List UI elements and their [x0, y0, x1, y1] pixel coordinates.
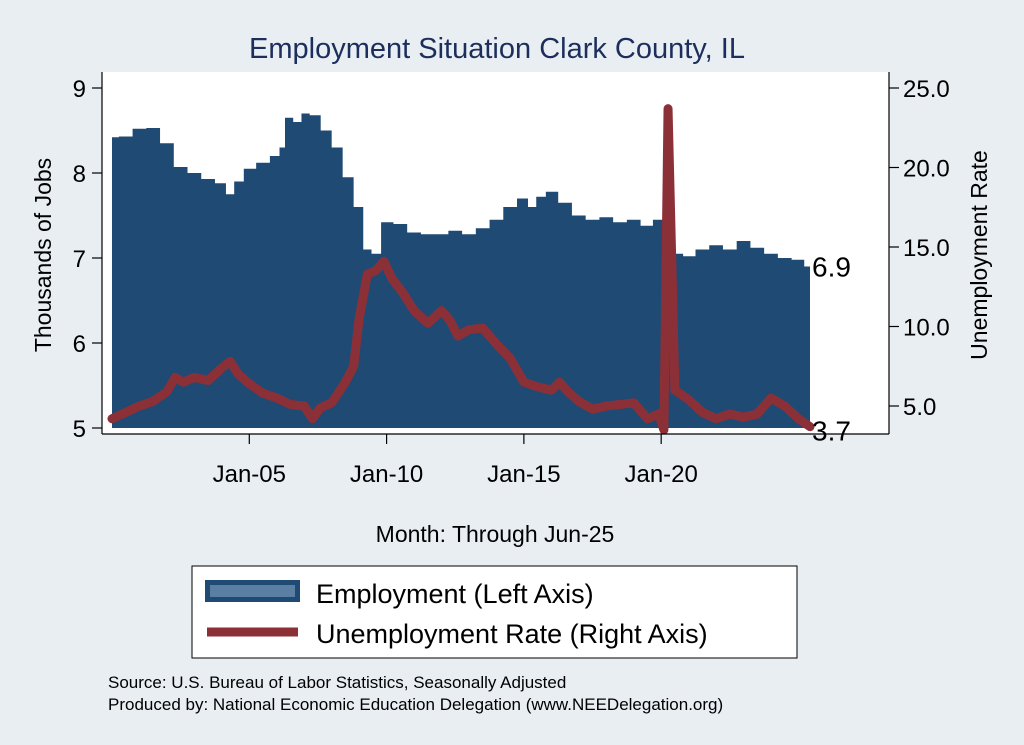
source-note: Source: U.S. Bureau of Labor Statistics,…	[108, 673, 566, 692]
x-axis-title: Month: Through Jun-25	[376, 521, 615, 547]
x-tick-label: Jan-15	[487, 461, 560, 488]
right-tick-label: 15.0	[903, 235, 950, 262]
employment-end-label: 6.9	[812, 252, 851, 283]
data-layer	[107, 104, 815, 435]
legend-label-employment: Employment (Left Axis)	[316, 579, 594, 609]
x-tick-label: Jan-05	[213, 461, 286, 488]
right-tick-label: 20.0	[903, 156, 950, 183]
left-tick-label: 5	[73, 416, 86, 443]
employment-area	[112, 113, 810, 428]
left-tick-label: 9	[73, 76, 86, 103]
chart-title: Employment Situation Clark County, IL	[249, 33, 745, 65]
left-axis-title: Thousands of Jobs	[30, 158, 56, 352]
x-tick-label: Jan-20	[624, 461, 697, 488]
unemployment-end-label: 3.7	[812, 416, 851, 447]
right-tick-label: 25.0	[903, 76, 950, 103]
legend-label-unemployment: Unemployment Rate (Right Axis)	[316, 619, 708, 649]
left-tick-label: 8	[73, 161, 86, 188]
left-tick-label: 6	[73, 331, 86, 358]
right-ticks: 5.0 10.0 15.0 20.0 25.0	[889, 76, 950, 421]
legend-swatch-employment-inner	[210, 585, 295, 597]
right-tick-label: 5.0	[903, 394, 936, 421]
unemployment-line	[107, 104, 815, 435]
right-axis-title: Unemployment Rate	[966, 150, 992, 360]
right-tick-label: 10.0	[903, 315, 950, 342]
left-ticks: 5 6 7 8 9	[73, 76, 102, 443]
left-tick-label: 7	[73, 246, 86, 273]
produced-note: Produced by: National Economic Education…	[108, 695, 723, 714]
x-ticks: Jan-05 Jan-10 Jan-15 Jan-20	[213, 434, 698, 488]
x-tick-label: Jan-10	[350, 461, 423, 488]
legend: Employment (Left Axis) Unemployment Rate…	[191, 565, 798, 659]
